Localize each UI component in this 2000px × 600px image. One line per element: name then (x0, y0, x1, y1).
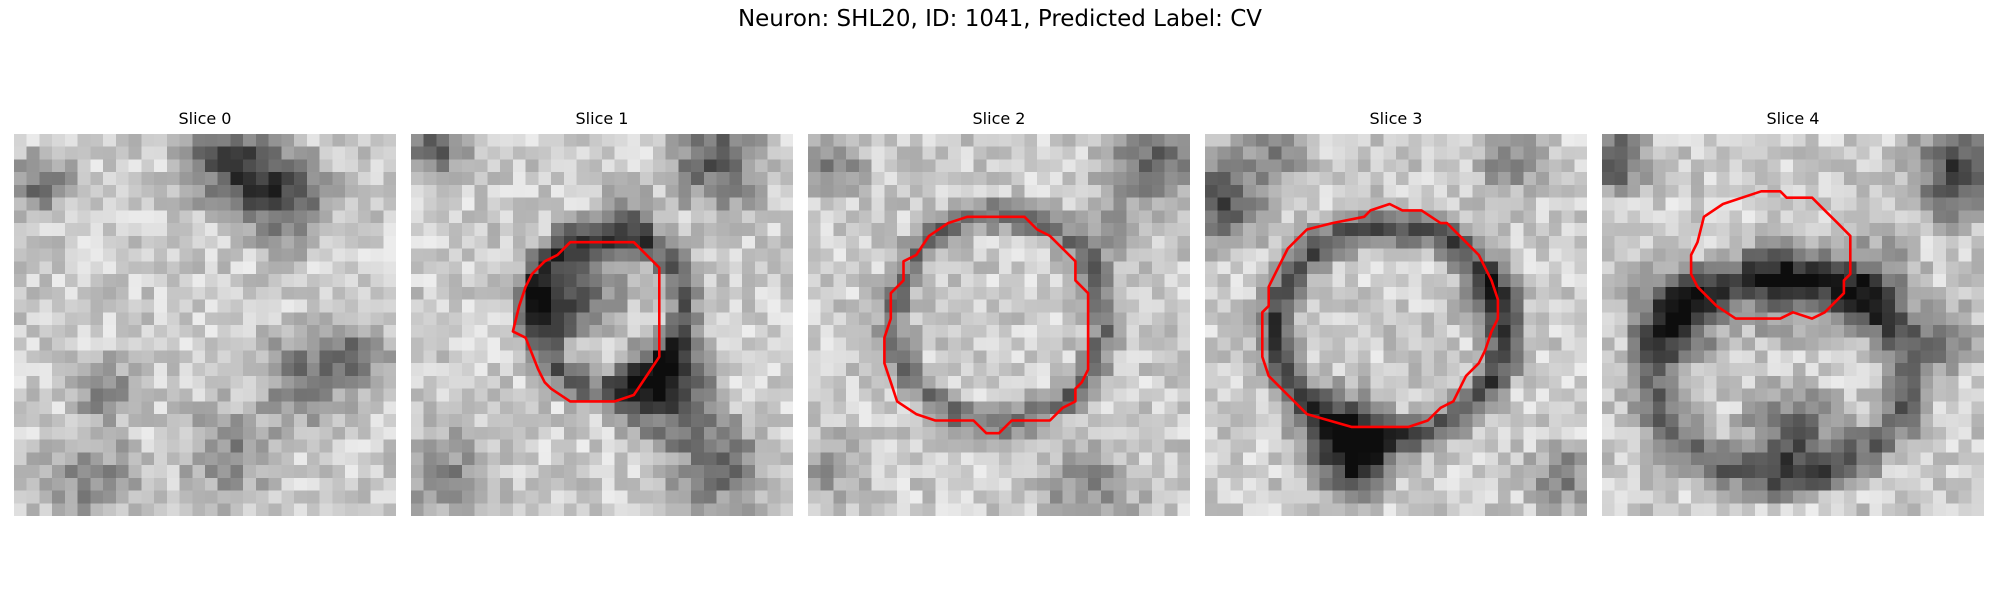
microscopy-slice-image (1205, 134, 1587, 516)
panel-slice-2: Slice 2 (808, 104, 1190, 516)
panel-slice-3: Slice 3 (1205, 104, 1587, 516)
segmentation-contour (883, 215, 1090, 435)
microscopy-slice-image (808, 134, 1190, 516)
microscopy-slice-image (1602, 134, 1984, 516)
panel-title: Slice 3 (1369, 109, 1423, 128)
panel-title: Slice 0 (178, 109, 232, 128)
pixel-grid (14, 134, 396, 516)
pixel-grid (1205, 134, 1587, 516)
pixel-grid (411, 134, 793, 516)
microscopy-slice-image (411, 134, 793, 516)
segmentation-contour (1260, 202, 1500, 429)
segmentation-contour (511, 240, 661, 403)
pixel-grid (808, 134, 1190, 516)
segmentation-contour (1689, 189, 1852, 320)
microscopy-slice-image (14, 134, 396, 516)
figure-title: Neuron: SHL20, ID: 1041, Predicted Label… (737, 6, 1263, 32)
panel-slice-0: Slice 0 (14, 104, 396, 516)
pixel-grid (1602, 134, 1984, 516)
panel-title: Slice 4 (1766, 109, 1820, 128)
panel-slice-1: Slice 1 (411, 104, 793, 516)
panel-title: Slice 1 (575, 109, 629, 128)
panel-slice-4: Slice 4 (1602, 104, 1984, 516)
panel-title: Slice 2 (972, 109, 1026, 128)
